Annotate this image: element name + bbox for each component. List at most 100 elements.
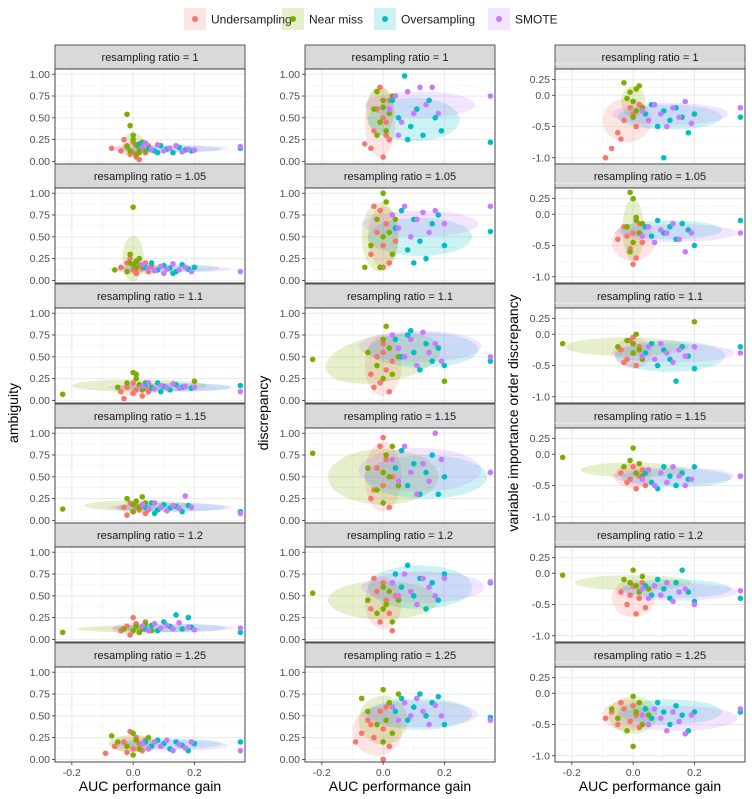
data-point-smote <box>407 713 414 719</box>
data-point-oversampling <box>654 123 661 130</box>
data-point-near-miss <box>139 494 146 500</box>
y-tick-label: 0.50 <box>30 590 51 602</box>
data-point-smote <box>645 343 652 350</box>
y-tick-label: 0.50 <box>280 231 301 243</box>
data-point-smote <box>237 268 244 275</box>
data-point-near-miss <box>380 606 386 612</box>
y-tick-label: -0.5 <box>532 121 550 133</box>
y-tick-label: 0.0 <box>535 90 550 102</box>
panel-content <box>309 430 494 512</box>
data-point-undersampling <box>383 119 390 125</box>
data-point-undersampling <box>130 614 136 621</box>
confidence-ellipse-smote <box>364 91 476 118</box>
data-point-smote <box>151 386 158 392</box>
y-tick-label: 0.50 <box>30 710 51 722</box>
data-point-undersampling <box>627 592 633 598</box>
data-point-oversampling <box>151 510 158 517</box>
data-point-oversampling <box>737 595 744 602</box>
data-point-undersampling <box>352 739 359 745</box>
data-point-undersampling <box>386 504 393 511</box>
y-tick-label: 1.00 <box>30 547 51 559</box>
panel-content <box>309 562 494 634</box>
facet-panel: resampling ratio = 1.05 0.00 0.25 0.50 0.75 1… <box>280 163 496 287</box>
data-point-smote <box>737 473 744 479</box>
data-point-undersampling <box>127 632 133 638</box>
data-point-smote <box>176 741 182 748</box>
data-point-near-miss <box>630 350 636 356</box>
data-point-near-miss <box>559 340 566 347</box>
facet-strip <box>304 44 496 70</box>
data-point-smote <box>401 354 408 360</box>
data-point-smote <box>420 329 426 336</box>
data-point-near-miss <box>633 582 640 589</box>
y-tick-label: 1.00 <box>280 428 301 440</box>
data-point-smote <box>651 356 658 363</box>
data-point-undersampling <box>608 145 615 152</box>
x-axis-title: AUC performance gain <box>79 778 221 794</box>
data-point-smote <box>670 104 676 111</box>
data-point-smote <box>164 507 170 514</box>
data-point-oversampling <box>429 220 435 227</box>
data-point-undersampling <box>361 141 368 147</box>
data-point-near-miss <box>639 573 646 580</box>
x-tick-label: 0.0 <box>626 767 641 779</box>
data-point-near-miss <box>377 264 383 271</box>
data-point-oversampling <box>487 228 494 235</box>
data-point-smote <box>410 110 417 117</box>
axis-titles: AUC performance gain AUC performance gain… <box>5 294 721 794</box>
data-point-near-miss <box>124 380 130 386</box>
y-tick-label: 0.00 <box>30 754 51 766</box>
data-point-oversampling <box>660 154 667 161</box>
data-point-smote <box>164 622 170 629</box>
panel-border <box>304 187 496 284</box>
data-point-oversampling <box>423 340 429 347</box>
data-point-smote <box>438 713 445 719</box>
data-point-oversampling <box>737 114 744 120</box>
confidence-ellipse-undersampling <box>602 98 652 143</box>
data-point-near-miss <box>627 189 633 196</box>
y-tick-label: 0.75 <box>30 210 51 222</box>
data-point-oversampling <box>673 579 679 586</box>
legend-label: Undersampling <box>211 13 292 27</box>
legend-label: SMOTE <box>515 13 558 27</box>
data-point-smote <box>657 111 664 117</box>
data-point-undersampling <box>621 706 627 712</box>
data-point-undersampling <box>627 476 633 483</box>
data-point-oversampling <box>185 614 192 621</box>
y-axis-title: discrepancy <box>255 376 271 451</box>
data-point-undersampling <box>389 358 396 364</box>
data-point-near-miss <box>630 445 636 451</box>
data-point-near-miss <box>389 619 396 625</box>
data-point-smote <box>417 84 423 91</box>
data-point-smote <box>639 712 646 718</box>
data-point-oversampling <box>173 612 179 618</box>
data-point-smote <box>188 504 195 511</box>
data-point-oversampling <box>410 593 417 599</box>
data-point-undersampling <box>636 595 643 602</box>
data-point-smote <box>420 708 426 715</box>
data-point-undersampling <box>365 717 371 723</box>
data-point-smote <box>432 702 439 709</box>
facet-panel: resampling ratio = 1.25 -1.0 -0.5 0.0 0.25 -0… <box>530 642 746 779</box>
data-point-smote <box>395 717 402 723</box>
data-point-oversampling <box>179 626 185 632</box>
data-point-oversampling <box>404 136 411 143</box>
data-point-oversampling <box>679 567 685 573</box>
data-point-smote <box>237 388 244 395</box>
data-point-oversampling <box>667 721 673 728</box>
panel-border <box>304 307 496 404</box>
data-point-near-miss <box>130 752 136 758</box>
facet-strip-label: resampling ratio = 1 <box>602 52 699 64</box>
data-point-near-miss <box>383 717 390 723</box>
legend-item-undersampling: Undersampling <box>184 8 292 30</box>
legend-point <box>382 16 388 22</box>
data-point-smote <box>664 123 670 130</box>
data-point-undersampling <box>371 203 377 210</box>
facet-grid: resampling ratio = 1 0.00 0.25 0.50 0.75 1.00… <box>30 44 746 779</box>
data-point-smote <box>688 712 695 718</box>
gridlines <box>55 308 245 403</box>
data-point-undersampling <box>602 715 609 722</box>
data-point-smote <box>139 144 146 151</box>
data-point-smote <box>487 203 494 210</box>
data-point-smote <box>151 739 158 745</box>
